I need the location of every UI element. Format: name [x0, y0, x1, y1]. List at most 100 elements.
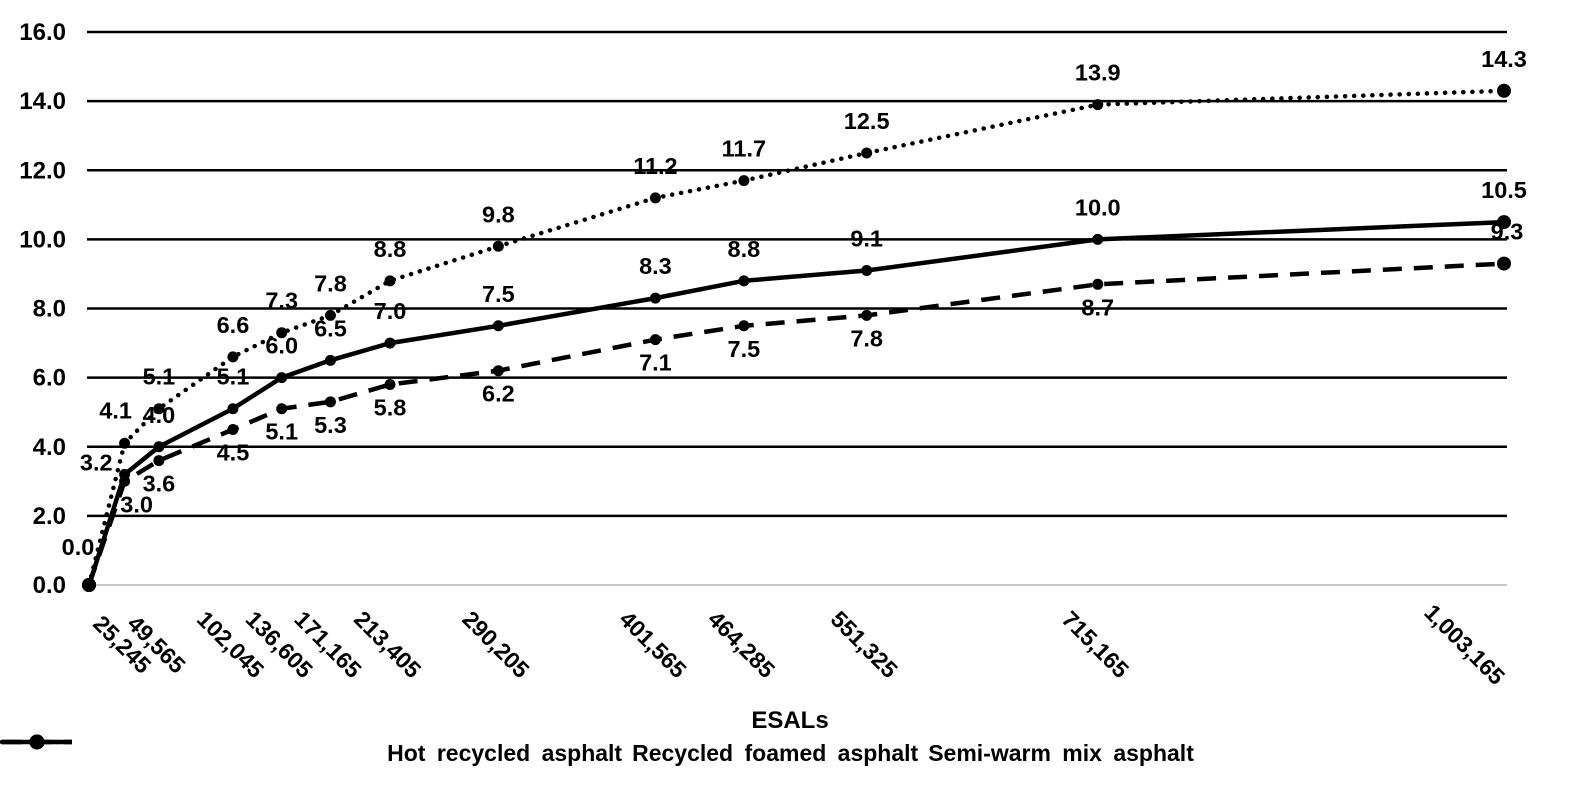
data-label: 3.6 [143, 471, 176, 497]
y-axis-tick-label: 12.0 [19, 157, 66, 184]
data-label: 5.3 [314, 412, 347, 438]
data-point [492, 365, 504, 377]
data-label: 7.5 [482, 281, 515, 307]
data-point [649, 292, 661, 304]
x-axis-tick-label: 290,205 [457, 606, 534, 683]
y-axis-tick-label: 14.0 [19, 88, 66, 115]
data-point [738, 175, 750, 187]
data-point [153, 403, 165, 415]
legend-item: Recycled foamed asphalt [2, 734, 919, 767]
data-point [738, 275, 750, 287]
data-label: 5.8 [374, 395, 407, 421]
data-label: 4.1 [99, 397, 132, 423]
data-label: 5.1 [265, 419, 298, 445]
y-axis-tick-label: 4.0 [33, 434, 66, 461]
data-label: 7.0 [374, 298, 407, 324]
data-label: 3.2 [80, 449, 113, 475]
data-point [492, 320, 504, 332]
series-line-dotted [86, 88, 1507, 588]
data-label: 6.6 [217, 312, 250, 338]
data-label: 6.0 [265, 333, 298, 359]
data-point [119, 437, 131, 449]
data-label: 3.0 [120, 491, 153, 517]
legend-item: Hot recycled asphalt [0, 734, 623, 767]
data-point [384, 337, 396, 349]
data-point [384, 379, 396, 391]
data-label: 7.1 [639, 350, 672, 376]
legend-label: Semi-warm mix asphalt [928, 739, 1194, 766]
data-point [276, 327, 288, 339]
x-axis-tick-label: 551,325 [826, 606, 903, 683]
data-point [324, 354, 336, 366]
data-point [649, 334, 661, 346]
data-label: 7.8 [314, 270, 347, 296]
data-point [82, 578, 96, 592]
x-axis-tick-label: 1,003,165 [1419, 599, 1510, 690]
data-point [1497, 215, 1511, 230]
data-point [324, 396, 336, 408]
data-point [384, 275, 396, 287]
data-label: 14.3 [1481, 46, 1527, 72]
data-label: 11.7 [722, 136, 766, 162]
data-point [227, 423, 239, 435]
data-label: 9.8 [482, 201, 515, 227]
data-point [1092, 99, 1104, 111]
data-label: 4.5 [217, 439, 250, 465]
data-label: 4.0 [143, 402, 176, 428]
gridlines [87, 30, 1507, 586]
data-point [324, 309, 336, 321]
data-point [861, 309, 873, 321]
data-point [1497, 83, 1511, 98]
data-point [227, 403, 239, 415]
data-label: 9.3 [1491, 219, 1524, 245]
y-axis-tick-label: 8.0 [33, 296, 66, 323]
y-axis-tick-labels: 0.0 2.0 4.0 6.0 8.0 10.0 12.0 14.0 16.0 [19, 19, 66, 599]
y-axis-tick-label: 6.0 [33, 365, 66, 392]
y-axis-tick-label: 16.0 [19, 19, 66, 46]
data-label: 8.8 [374, 236, 407, 262]
data-point [227, 351, 239, 363]
data-label: 10.0 [1075, 194, 1121, 220]
data-label: 7.5 [728, 336, 761, 362]
data-point [1497, 256, 1511, 271]
data-point [738, 320, 750, 332]
data-point [492, 240, 504, 252]
legend-marker-solid [2, 734, 72, 750]
data-point [861, 147, 873, 159]
data-label: 9.1 [850, 225, 883, 251]
x-axis-tick-label: 401,565 [614, 606, 691, 683]
data-label: 13.9 [1075, 60, 1121, 86]
data-point [649, 192, 661, 204]
data-label: 12.5 [844, 108, 890, 134]
y-axis-tick-label: 2.0 [33, 503, 66, 530]
data-label: 6.2 [482, 381, 515, 407]
legend-item: Semi-warm mix asphalt [2, 734, 1194, 767]
x-axis-tick-label: 715,165 [1057, 606, 1134, 683]
y-axis-tick-label: 10.0 [19, 226, 66, 253]
data-point [276, 403, 288, 415]
data-point [153, 455, 165, 467]
data-point [119, 468, 131, 480]
data-label: 8.8 [728, 236, 761, 262]
data-label: 5.1 [217, 364, 250, 390]
data-labels: 0.0 4.1 5.1 6.6 7.3 7.8 8.8 9.8 11.2 11.7 12.5 13.9… [62, 46, 1527, 560]
legend-label: Recycled foamed asphalt [632, 739, 919, 766]
data-point [861, 264, 873, 276]
data-label: 0.0 [62, 534, 95, 560]
x-axis-tick-label: 213,405 [349, 606, 426, 683]
data-point [276, 372, 288, 384]
x-axis-tick-label: 464,285 [703, 606, 780, 683]
legend-label: Hot recycled asphalt [387, 739, 623, 766]
x-axis-title: ESALs [751, 707, 828, 734]
data-point [1092, 278, 1104, 290]
chart-legend: Hot recycled asphalt Recycled foamed asph… [0, 733, 1581, 773]
series-lines [82, 83, 1511, 592]
series-line-dashed [86, 261, 1505, 586]
data-label: 8.7 [1081, 294, 1114, 320]
data-label: 7.8 [850, 325, 883, 351]
data-point [153, 441, 165, 453]
data-label: 6.5 [314, 315, 347, 341]
